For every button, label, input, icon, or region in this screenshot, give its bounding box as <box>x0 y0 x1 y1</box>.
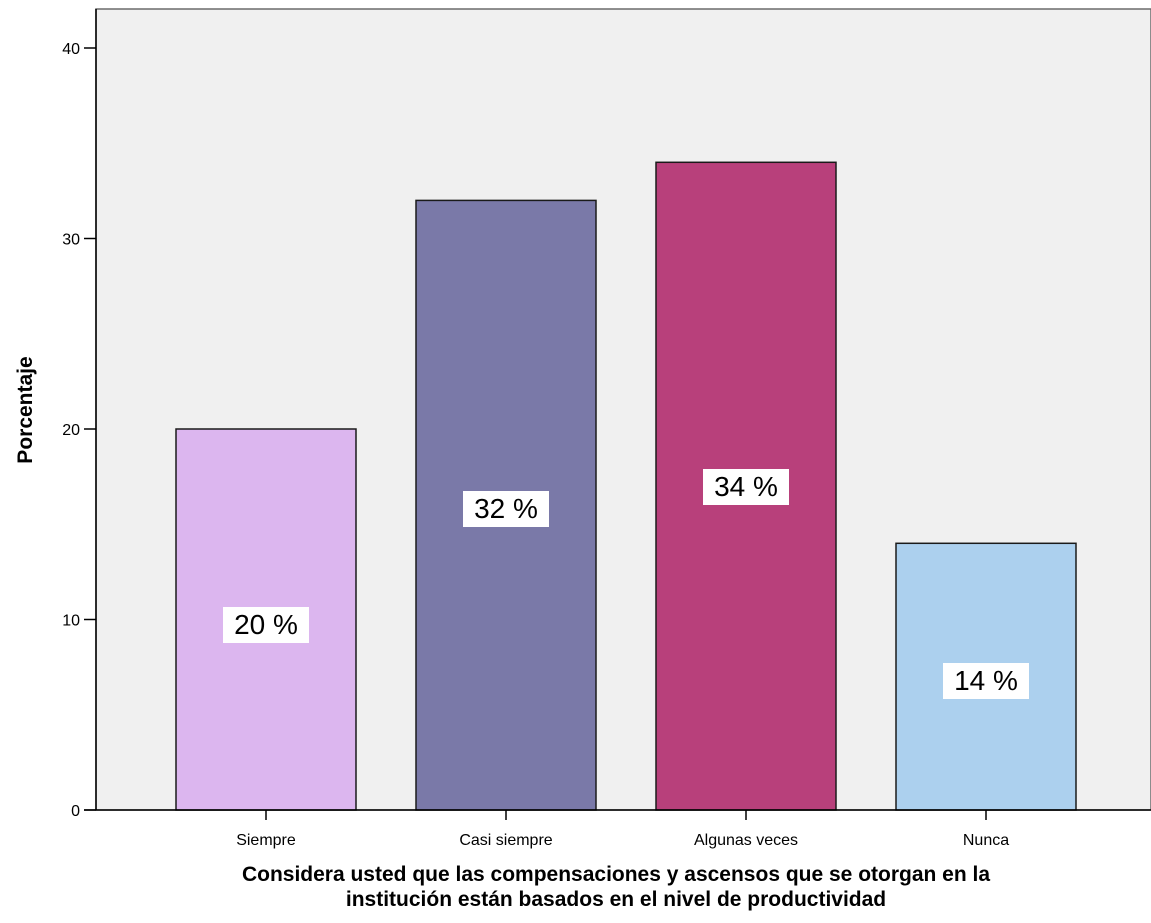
data-label-box <box>943 663 1029 699</box>
data-label: 14 % <box>943 663 1029 699</box>
data-label: 32 % <box>463 491 549 527</box>
data-label-box <box>223 607 309 643</box>
data-label: 34 % <box>703 469 789 505</box>
x-tick-label: Casi siempre <box>459 832 552 849</box>
x-axis-title-line-1: Considera usted que las compensaciones y… <box>242 863 990 886</box>
y-tick-label: 30 <box>62 232 80 249</box>
y-tick-label: 40 <box>62 41 80 58</box>
data-label: 20 % <box>223 607 309 643</box>
x-tick-label: Nunca <box>963 832 1009 849</box>
data-label-text: 20 % <box>234 609 298 640</box>
y-tick-label: 10 <box>62 613 80 630</box>
data-label-text: 14 % <box>954 665 1018 696</box>
y-axis: 0 10 20 30 40 <box>62 9 97 820</box>
x-axis: Siempre Casi siempre Algunas veces Nunca <box>84 809 1151 849</box>
data-label-text: 32 % <box>474 493 538 524</box>
data-label-box <box>463 491 549 527</box>
data-labels: 20 % 32 % 34 % 14 % <box>223 469 1029 699</box>
data-label-text: 34 % <box>714 471 778 502</box>
x-tick-label: Siempre <box>236 832 296 849</box>
y-tick-label: 0 <box>71 803 80 820</box>
x-axis-title-line-2: institución están basados en el nivel de… <box>346 888 886 911</box>
y-axis-title: Porcentaje <box>14 356 37 463</box>
data-label-box <box>703 469 789 505</box>
x-tick-label: Algunas veces <box>694 832 798 849</box>
y-tick-label: 20 <box>62 422 80 439</box>
